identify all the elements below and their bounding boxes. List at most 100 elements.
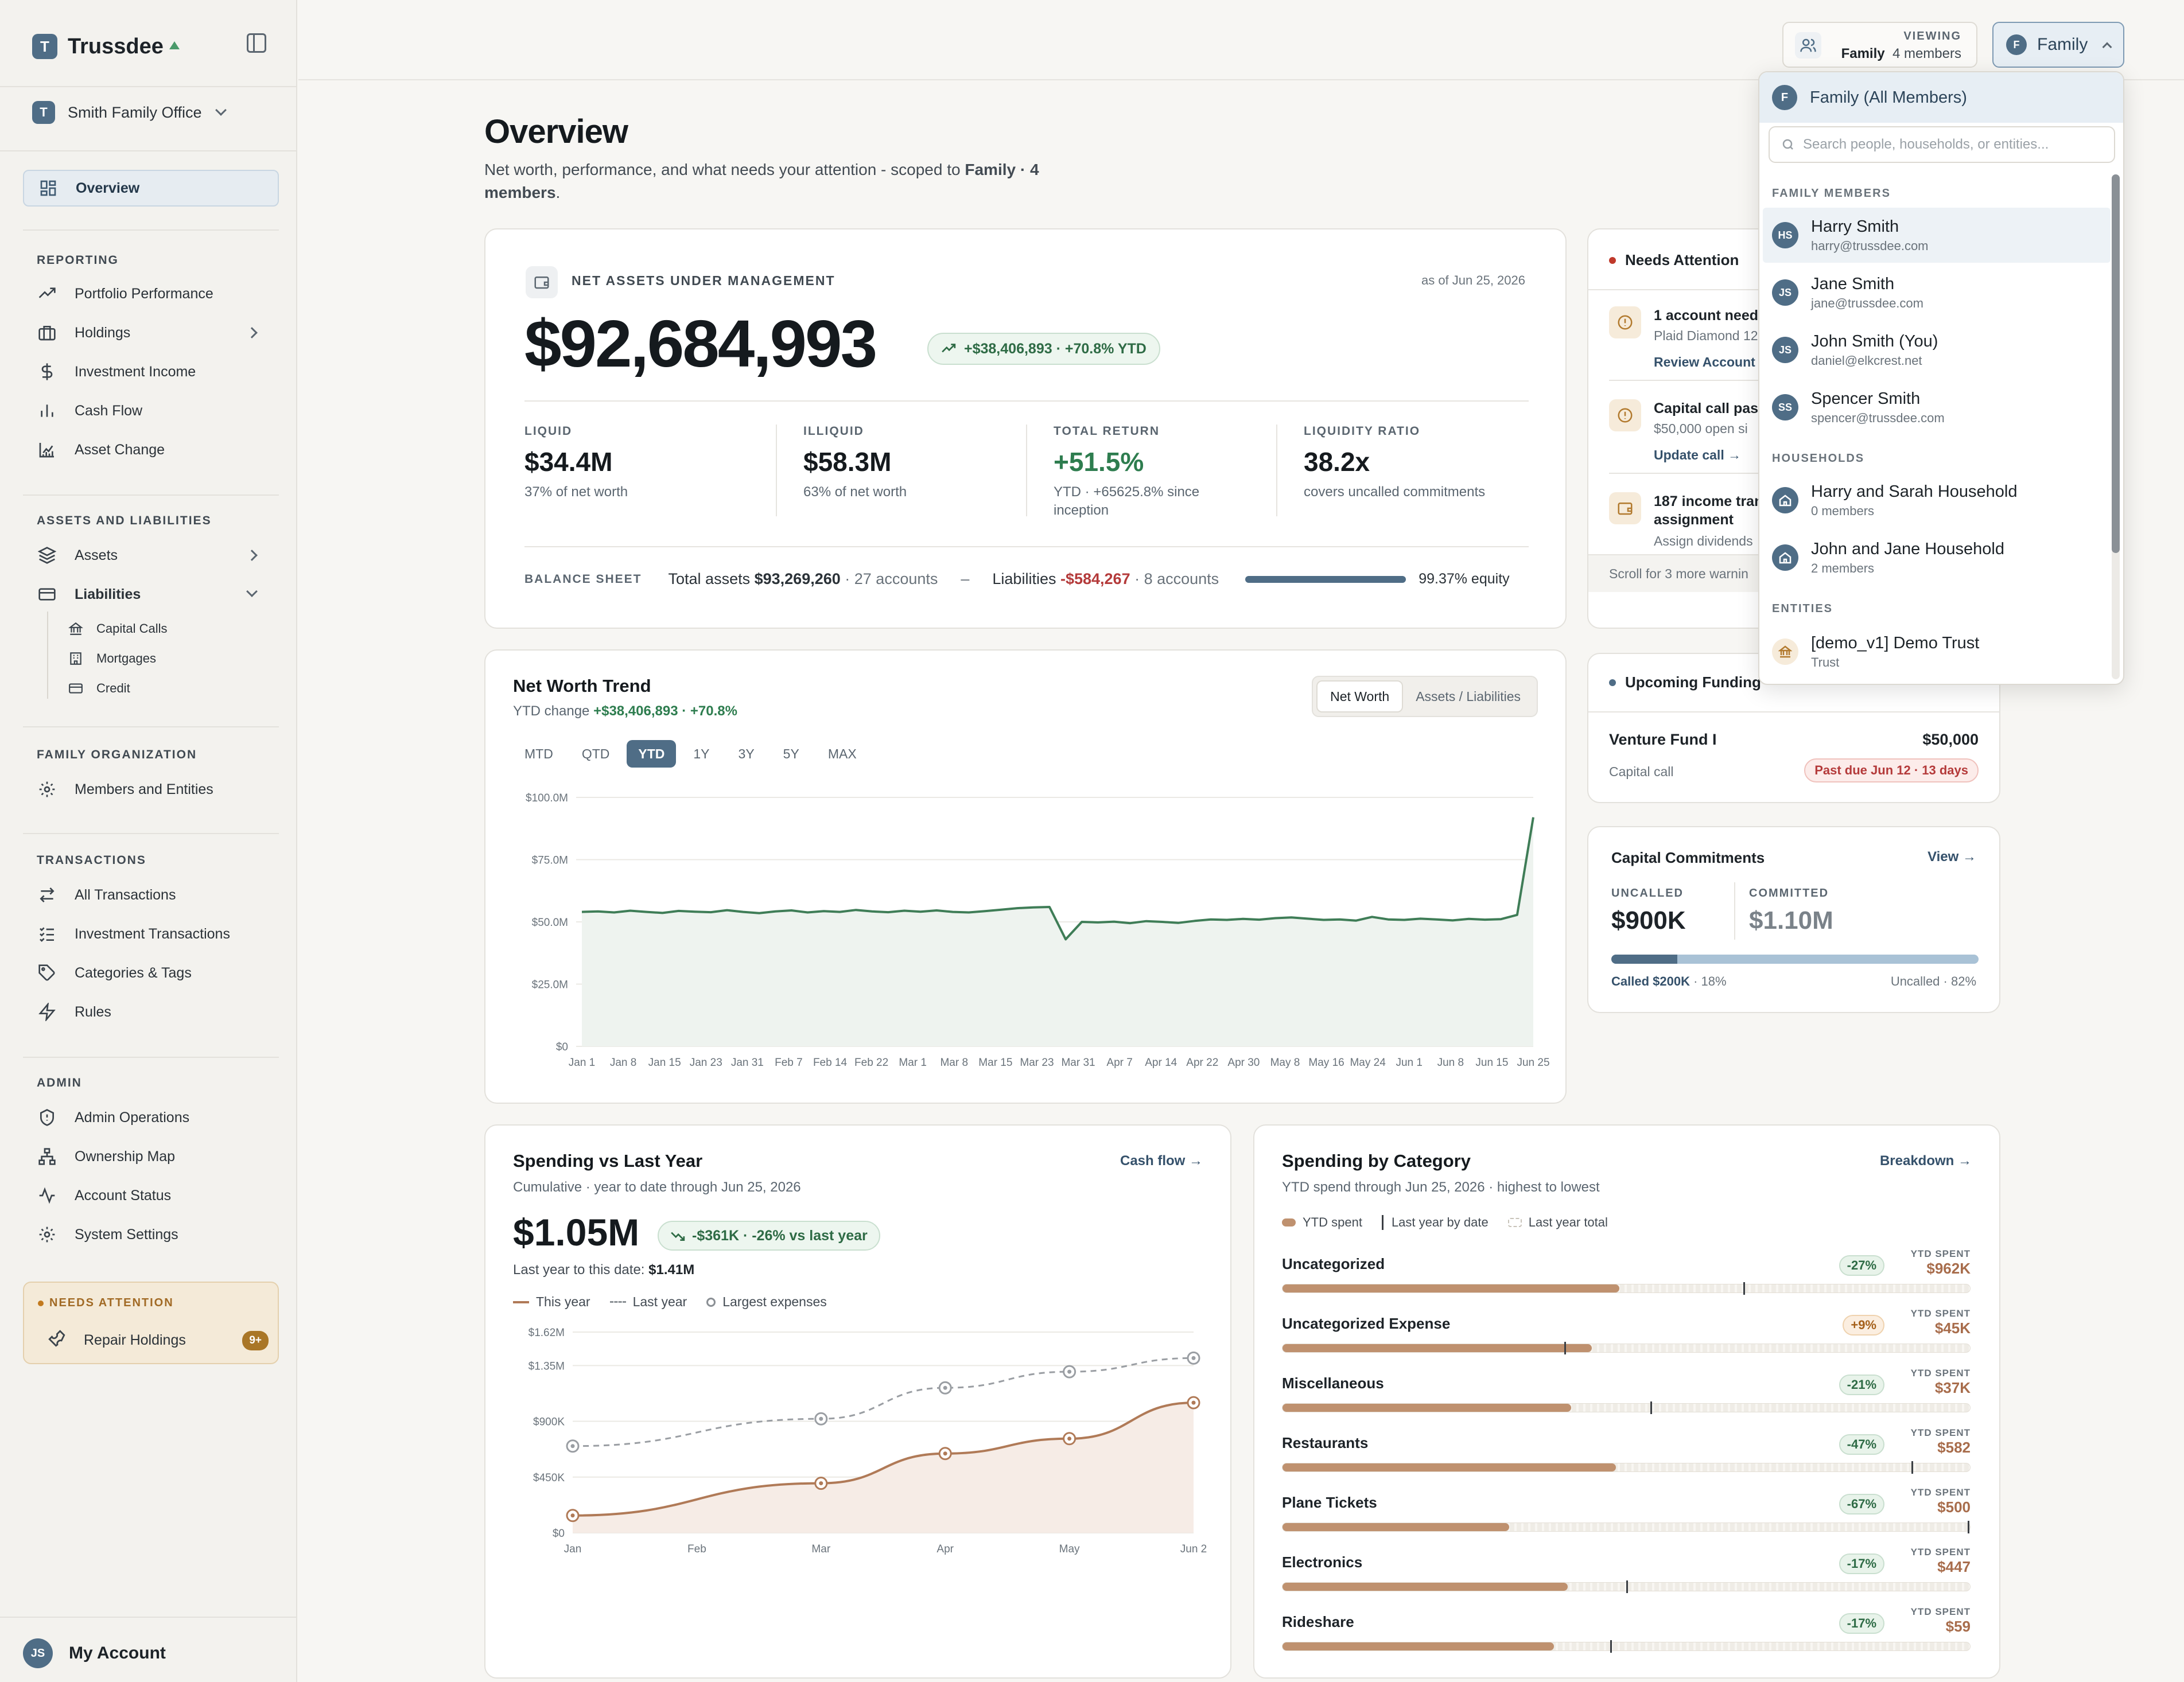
category-row[interactable]: Uncategorized Expense +9% YTD SPENT $45K [1282, 1308, 1971, 1375]
sidebar-item-ownership-map[interactable]: Ownership Map [23, 1138, 279, 1175]
category-change-badge: -27% [1839, 1255, 1884, 1276]
x-tick-label: May 8 [1270, 1057, 1300, 1069]
sidebar-item-members-entities[interactable]: Members and Entities [23, 771, 279, 808]
legend-swatch [706, 1297, 716, 1307]
subtitle-end: . [555, 184, 561, 201]
sidebar-item-portfolio-performance[interactable]: Portfolio Performance [23, 275, 279, 312]
scope-option-member[interactable]: SS Spencer Smith spencer@trussdee.com [1763, 380, 2111, 435]
x-tick-label: Apr 14 [1145, 1057, 1177, 1069]
sidebar-item-investment-income[interactable]: Investment Income [23, 353, 279, 390]
sidebar-item-label: Portfolio Performance [75, 285, 213, 302]
toggle-assets-liabilities[interactable]: Assets / Liabilities [1416, 688, 1521, 704]
sidebar-item-label: Assets [75, 547, 118, 563]
update-call-link[interactable]: Update call → [1654, 447, 1741, 463]
sidebar-item-cash-flow[interactable]: Cash Flow [23, 392, 279, 429]
x-tick-label: Jan 15 [648, 1057, 681, 1069]
y-tick-label: $100.0M [526, 792, 568, 804]
chevron-up-icon [2102, 42, 2112, 52]
sidebar-item-liabilities[interactable]: Liabilities [23, 576, 279, 613]
this-year-point-dot [943, 1451, 947, 1456]
y-tick-label: $1.62M [528, 1327, 565, 1339]
category-row[interactable]: Restaurants -47% YTD SPENT $582 [1282, 1427, 1971, 1494]
y-tick-label: $0 [553, 1528, 565, 1540]
option-email: harry@trussdee.com [1811, 238, 1929, 253]
option-name: Harry and Sarah Household [1811, 482, 2018, 501]
scope-option-household[interactable]: Harry and Sarah Household 0 members [1763, 473, 2111, 528]
sidebar-item-admin-operations[interactable]: Admin Operations [23, 1099, 279, 1136]
viewing-scope-indicator[interactable]: VIEWING Family 4 members [1782, 22, 1977, 68]
x-tick-label: Mar 31 [1061, 1057, 1095, 1069]
last-year-line [572, 1357, 1194, 1447]
category-row[interactable]: Electronics -17% YTD SPENT $447 [1282, 1547, 1971, 1613]
category-row[interactable]: Rideshare -17% YTD SPENT $59 [1282, 1606, 1971, 1673]
scope-option-member[interactable]: HS Harry Smith harry@trussdee.com [1763, 208, 2111, 263]
scope-option-member[interactable]: JS Jane Smith jane@trussdee.com [1763, 265, 2111, 320]
scope-option-all-members[interactable]: F Family (All Members) [1759, 72, 2123, 123]
layers-icon [37, 545, 57, 566]
brand-triangle-icon [169, 41, 180, 49]
sidebar-item-credit[interactable]: Credit [60, 673, 278, 703]
home-icon [1772, 544, 1798, 571]
last-year-marker [1564, 1342, 1567, 1354]
cash-flow-link[interactable]: Cash flow → [1120, 1153, 1203, 1169]
x-tick-label: Jan 1 [569, 1057, 595, 1069]
sidebar-item-capital-calls[interactable]: Capital Calls [60, 614, 278, 644]
range-ytd[interactable]: YTD [627, 740, 677, 768]
category-row[interactable]: Uncategorized -27% YTD SPENT $962K [1282, 1248, 1971, 1315]
sidebar-item-rules[interactable]: Rules [23, 994, 279, 1030]
review-account-link[interactable]: Review Account [1654, 355, 1755, 369]
view-commitments-link[interactable]: View → [1927, 849, 1976, 865]
sidebar-collapse-icon[interactable] [247, 33, 266, 53]
breakdown-link[interactable]: Breakdown → [1880, 1153, 1972, 1169]
range-mtd[interactable]: MTD [524, 746, 553, 761]
sidebar-item-account-status[interactable]: Account Status [23, 1177, 279, 1214]
scope-search-input[interactable] [1803, 137, 2101, 153]
toggle-net-worth[interactable]: Net Worth [1316, 680, 1404, 712]
option-text: Harry Smith harry@trussdee.com [1811, 217, 1929, 254]
area-chart-icon [37, 439, 57, 460]
option-text: Harry and Sarah Household 0 members [1811, 482, 2017, 519]
divider [776, 425, 777, 516]
x-tick-label: Mar 1 [899, 1057, 927, 1069]
ytd-change-badge: +$38,406,893 · +70.8% YTD [927, 333, 1160, 365]
ytd-spent-label: YTD SPENT [1910, 1487, 1971, 1498]
scope-option-member[interactable]: JS John Smith (You) daniel@elkcrest.net [1763, 322, 2111, 377]
status-dot-icon [1609, 679, 1616, 686]
sidebar-item-holdings[interactable]: Holdings [23, 314, 279, 351]
sidebar-item-label: Liabilities [75, 586, 141, 602]
category-name: Uncategorized Expense [1282, 1315, 1451, 1332]
sidebar-item-categories-tags[interactable]: Categories & Tags [23, 955, 279, 991]
range-qtd[interactable]: QTD [581, 746, 610, 761]
scope-option-entity[interactable]: [demo_v1] Demo Trust Trust [1763, 624, 2111, 679]
range-max[interactable]: MAX [827, 746, 857, 761]
scope-selector-button[interactable]: F Family [1992, 22, 2124, 68]
brand[interactable]: T Trussdee [32, 32, 180, 61]
card-subtitle: YTD spend through Jun 25, 2026 · highest… [1282, 1179, 1600, 1195]
sidebar-item-investment-transactions[interactable]: Investment Transactions [23, 916, 279, 952]
category-row[interactable]: Plane Tickets -67% YTD SPENT $500 [1282, 1487, 1971, 1553]
range-1y[interactable]: 1Y [693, 746, 710, 761]
sidebar-item-assets[interactable]: Assets [23, 537, 279, 574]
my-account-button[interactable]: JS My Account [23, 1638, 166, 1668]
sidebar-item-overview[interactable]: Overview [23, 170, 279, 207]
divider [1588, 711, 1999, 712]
divider [23, 229, 279, 231]
repair-holdings-item[interactable]: Repair Holdings 9+ [47, 1329, 269, 1352]
scrollbar-thumb[interactable] [2112, 174, 2120, 553]
my-account-label: My Account [69, 1644, 166, 1662]
attention-desc: Plaid Diamond 12 [1654, 328, 1758, 343]
org-switcher[interactable]: T Smith Family Office [32, 101, 227, 124]
sidebar-item-all-transactions[interactable]: All Transactions [23, 877, 279, 913]
range-5y[interactable]: 5Y [783, 746, 799, 761]
x-tick-label: Feb 7 [775, 1057, 803, 1069]
sidebar-item-mortgages[interactable]: Mortgages [60, 644, 278, 673]
category-bar-fill [1283, 1523, 1510, 1531]
range-3y[interactable]: 3Y [738, 746, 755, 761]
scope-option-household[interactable]: John and Jane Household 2 members [1763, 530, 2111, 585]
sidebar-item-asset-change[interactable]: Asset Change [23, 431, 279, 468]
x-tick-label: Jan 23 [690, 1057, 722, 1069]
sidebar-item-label: Members and Entities [75, 781, 213, 797]
category-row[interactable]: Miscellaneous -21% YTD SPENT $37K [1282, 1368, 1971, 1434]
lightning-icon [37, 1002, 57, 1022]
sidebar-item-system-settings[interactable]: System Settings [23, 1216, 279, 1253]
